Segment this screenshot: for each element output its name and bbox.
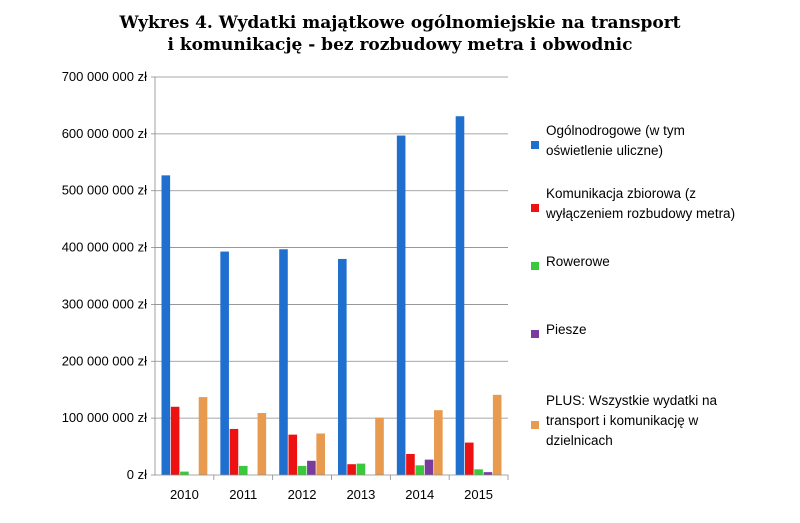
- legend-label: wyłączeniem rozbudowy metra): [545, 206, 735, 221]
- y-axis-ticks: 0 zł 100 000 000 zł 200 000 000 zł 300 000 …: [62, 69, 155, 482]
- bar: [375, 417, 384, 475]
- legend-item: Piesze: [531, 322, 587, 338]
- bar: [464, 442, 474, 475]
- bars: [161, 116, 502, 475]
- bar: [406, 453, 415, 475]
- legend-swatch: [531, 421, 539, 429]
- legend-label: PLUS: Wszystkie wydatki na: [546, 393, 718, 408]
- legend-label: Rowerowe: [546, 254, 610, 269]
- chart-title-line-1: Wykres 4. Wydatki majątkowe ogólnomiejsk…: [119, 13, 681, 33]
- x-tick-label: 2015: [464, 487, 493, 502]
- y-tick-label: 600 000 000 zł: [62, 126, 147, 141]
- y-tick-label: 700 000 000 zł: [62, 69, 147, 84]
- bar: [198, 397, 208, 475]
- bar: [161, 175, 171, 475]
- y-tick-label: 500 000 000 zł: [62, 183, 147, 198]
- legend-item: Rowerowe: [531, 254, 610, 270]
- y-tick-label: 300 000 000 zł: [62, 296, 147, 311]
- bar: [297, 465, 307, 475]
- legend-label: transport i komunikację w: [546, 413, 699, 428]
- legend-label: Piesze: [546, 322, 587, 337]
- bar: [180, 471, 189, 475]
- y-tick-label: 200 000 000 zł: [62, 353, 147, 368]
- legend-label: Komunikacja zbiorowa (z: [546, 186, 696, 201]
- legend-swatch: [531, 330, 539, 338]
- bar: [238, 465, 248, 475]
- bar: [288, 434, 298, 475]
- legend-swatch: [531, 262, 539, 270]
- x-tick-label: 2012: [288, 487, 317, 502]
- x-tick-label: 2010: [170, 487, 199, 502]
- bar: [170, 406, 180, 475]
- legend-label: Ogólnodrogowe (w tym: [546, 123, 685, 138]
- chart-title: Wykres 4. Wydatki majątkowe ogólnomiejsk…: [0, 12, 800, 56]
- bar: [279, 249, 288, 475]
- bar: [492, 394, 502, 475]
- bar: [316, 433, 325, 475]
- y-tick-label: 400 000 000 zł: [62, 240, 147, 255]
- bar: [356, 463, 366, 475]
- gridlines: [155, 76, 508, 419]
- bar: [434, 410, 443, 475]
- bar: [483, 472, 493, 475]
- legend-swatch: [531, 204, 539, 212]
- bar: [338, 258, 347, 475]
- legend-label: dzielnicach: [546, 433, 613, 448]
- bar: [455, 116, 465, 475]
- legend-item: PLUS: Wszystkie wydatki na transport i ko…: [531, 393, 718, 448]
- y-tick-label: 0 zł: [127, 467, 147, 482]
- legend-item: Ogólnodrogowe (w tym oświetlenie uliczne): [531, 123, 685, 158]
- y-tick-label: 100 000 000 zł: [62, 410, 147, 425]
- bar: [229, 428, 239, 475]
- bar: [347, 464, 356, 475]
- legend: Ogólnodrogowe (w tym oświetlenie uliczne)…: [531, 123, 735, 448]
- bar: [415, 465, 425, 475]
- bar: [424, 459, 434, 475]
- x-tick-label: 2014: [405, 487, 434, 502]
- bar: [220, 251, 229, 475]
- x-tick-label: 2013: [346, 487, 375, 502]
- bar: [396, 135, 406, 475]
- bar: [307, 460, 316, 475]
- bar: [474, 469, 483, 475]
- legend-item: Komunikacja zbiorowa (z wyłączeniem rozbu…: [531, 186, 735, 221]
- x-axis: 2010 2011 2012 2013 2014 2015: [154, 77, 509, 502]
- x-tick-label: 2011: [229, 487, 257, 502]
- chart-title-line-2: i komunikację - bez rozbudowy metra i ob…: [167, 35, 633, 55]
- legend-label: oświetlenie uliczne): [546, 143, 663, 158]
- bar: [257, 413, 267, 475]
- legend-swatch: [531, 141, 539, 149]
